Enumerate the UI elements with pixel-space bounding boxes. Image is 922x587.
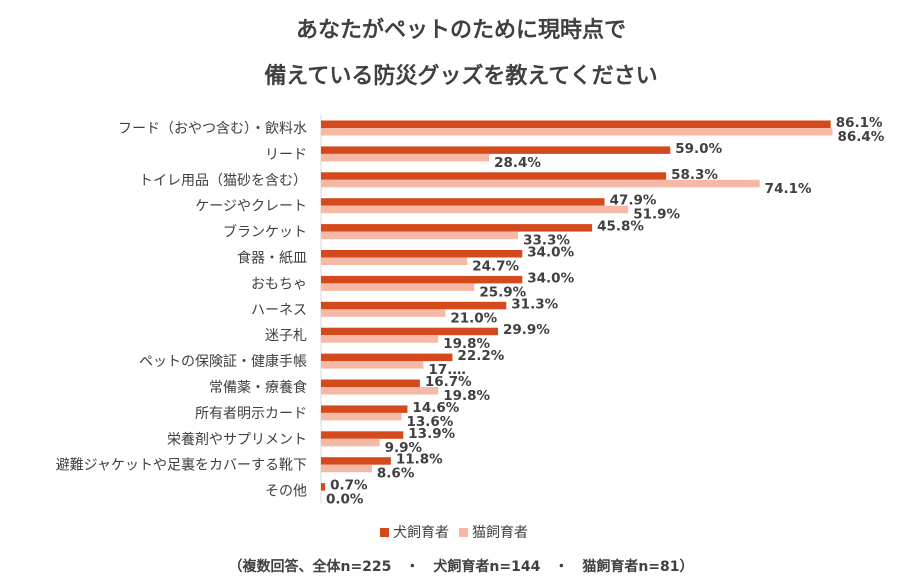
value-label-cat: 25.9% [479, 284, 526, 300]
category-label: フード（おやつ含む）・飲料水 [118, 121, 307, 137]
value-label-dog: 86.1% [836, 115, 883, 131]
value-label-dog: 13.9% [408, 426, 455, 442]
bar-dog [321, 275, 523, 284]
bar-dog [321, 405, 408, 413]
legend-item-cat: 猫飼育者 [459, 522, 528, 542]
legend: 犬飼育者 猫飼育者 [380, 522, 528, 542]
bar-cat [321, 205, 629, 214]
value-label-cat: 86.4% [837, 129, 884, 145]
bar-cat [321, 309, 446, 317]
bar-cat [321, 438, 380, 447]
footnote: （複数回答、全体n=225 ・ 犬飼育者n=144 ・ 猫飼育者n=81） [228, 559, 694, 575]
value-label-cat: 33.3% [523, 233, 570, 249]
legend-item-dog: 犬飼育者 [380, 522, 449, 542]
bar-cat [321, 179, 760, 188]
category-label: 栄養剤やサプリメント [167, 431, 307, 448]
legend-label-cat: 猫飼育者 [472, 525, 528, 541]
category-label: トイレ用品（猫砂を含む） [139, 173, 307, 189]
value-label-cat: 74.1% [765, 181, 812, 197]
category-label: ペットの保険証・健康手帳 [139, 353, 307, 370]
value-label-cat: 21.0% [450, 310, 497, 326]
value-label-cat: 19.8% [443, 388, 490, 404]
value-label-cat: 17.… [428, 362, 465, 378]
value-label-dog: 45.8% [597, 219, 644, 235]
value-label-cat: 8.6% [377, 466, 415, 482]
value-label-dog: 16.7% [425, 374, 472, 390]
value-label-cat: 51.9% [633, 207, 680, 223]
bar-cat [321, 231, 519, 240]
bar-dog [321, 353, 453, 362]
bar-cat [321, 361, 424, 369]
category-label: 所有者明示カード [195, 406, 307, 422]
category-label: ブランケット [223, 224, 307, 241]
value-label-cat: 19.8% [443, 336, 490, 352]
value-label-dog: 29.9% [503, 322, 550, 338]
category-label: ハーネス [251, 302, 307, 318]
category-label: 避難ジャケットや足裏をカバーする靴下 [56, 457, 307, 474]
category-label: 迷子札 [265, 328, 307, 344]
bar-cat [321, 283, 475, 291]
value-label-dog: 34.0% [527, 245, 574, 261]
legend-swatch-cat [459, 527, 468, 537]
bar-chart: フード（おやつ含む）・飲料水 86.1%86.4% リード 59.0% 28.4% トイレ… [56, 115, 885, 508]
bar-cat [321, 464, 372, 473]
category-label: ケージやクレート [195, 199, 307, 215]
value-label-dog: 59.0% [675, 141, 722, 157]
bar-dog [321, 224, 593, 232]
value-label-dog: 14.6% [412, 400, 459, 416]
chart-title-line-2: 備えている防災グッズを教えてください [264, 64, 658, 89]
category-label: 常備薬・療養食 [209, 379, 307, 396]
value-label-dog: 47.9% [610, 193, 657, 209]
value-label-cat: 13.6% [407, 414, 454, 430]
bar-dog [321, 301, 507, 310]
bar-cat [321, 257, 468, 265]
bar-dog [321, 457, 391, 465]
bar-dog [321, 250, 523, 258]
legend-label-dog: 犬飼育者 [393, 525, 449, 541]
legend-swatch-dog [380, 527, 389, 537]
value-label-cat: 28.4% [494, 155, 541, 171]
bar-dog [321, 146, 671, 154]
value-label-dog: 34.0% [527, 270, 574, 286]
value-label-dog: 11.8% [396, 452, 443, 468]
bar-dog [321, 431, 404, 439]
category-label: おもちゃ [251, 276, 307, 292]
value-label-dog: 22.2% [457, 348, 504, 364]
bar-dog [321, 198, 605, 206]
value-label-dog: 31.3% [511, 296, 558, 312]
value-label-cat: 0.0% [326, 492, 364, 508]
bar-dog [321, 483, 326, 491]
bar-cat [321, 387, 439, 395]
chart-title: あなたがペットのために現時点で 備えている防災グッズを教えてください [0, 8, 922, 100]
bar-dog [321, 120, 831, 128]
bar-cat [321, 153, 490, 162]
bar-dog [321, 379, 420, 387]
value-label-cat: 9.9% [385, 440, 423, 456]
bar-cat [321, 335, 439, 343]
chart-title-line-1: あなたがペットのために現時点で [295, 18, 626, 43]
bar-cat [321, 412, 402, 421]
category-label: 食器・紙皿 [237, 250, 307, 267]
value-label-cat: 24.7% [472, 259, 519, 275]
category-label: その他 [265, 484, 307, 500]
bar-dog [321, 327, 499, 336]
value-label-dog: 58.3% [671, 167, 718, 183]
category-label: リード [265, 147, 307, 163]
bar-dog [321, 172, 667, 180]
bar-cat [321, 128, 833, 136]
value-label-dog: 0.7% [330, 478, 368, 494]
